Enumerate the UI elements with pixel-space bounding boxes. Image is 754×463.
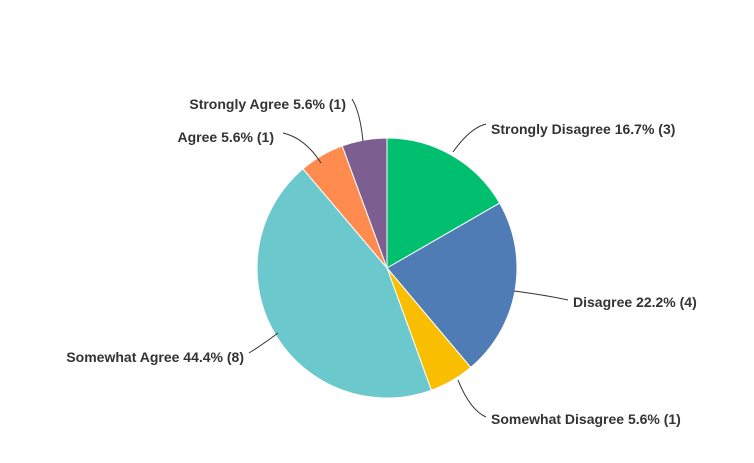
leader-line-disagree [513, 290, 569, 301]
data-label-strongly-agree: Strongly Agree 5.6% (1) [189, 96, 346, 112]
slice-strongly-disagree[interactable] [386, 137, 501, 269]
leader-line-agree [282, 132, 322, 164]
leader-line-strongly-agree [351, 98, 364, 142]
data-label-somewhat-disagree: Somewhat Disagree 5.6% (1) [491, 411, 681, 427]
data-label-strongly-disagree: Strongly Disagree 16.7% (3) [491, 121, 675, 137]
leader-line-somewhat-disagree [457, 379, 487, 418]
leader-line-somewhat-agree [248, 332, 279, 354]
leader-line-strongly-disagree [452, 123, 487, 153]
slice-disagree[interactable] [386, 202, 518, 369]
data-label-agree: Agree 5.6% (1) [178, 129, 274, 145]
data-label-disagree: Disagree 22.2% (4) [573, 294, 697, 310]
slice-somewhat-agree[interactable] [256, 168, 433, 399]
slice-strongly-agree[interactable] [341, 137, 388, 269]
data-label-somewhat-agree: Somewhat Agree 44.4% (8) [66, 349, 244, 365]
